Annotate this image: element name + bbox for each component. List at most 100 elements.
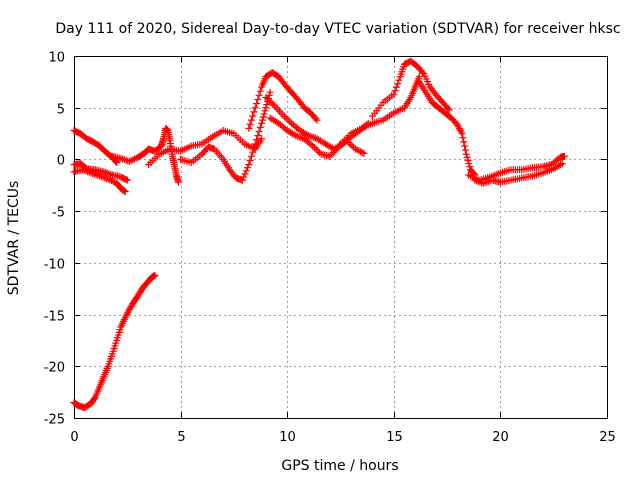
data-point — [286, 118, 294, 126]
data-point — [249, 148, 257, 156]
y-tick-label: 10 — [48, 51, 65, 66]
data-point — [106, 176, 114, 184]
data-point — [174, 178, 182, 186]
data-point — [269, 100, 277, 108]
data-point — [557, 161, 565, 169]
data-point — [258, 119, 266, 127]
data-point — [246, 120, 254, 128]
data-point — [241, 170, 249, 178]
data-point — [245, 124, 253, 132]
data-point — [240, 173, 248, 181]
data-point — [123, 310, 131, 318]
data-point — [245, 161, 253, 169]
data-point — [149, 273, 157, 281]
data-point — [246, 156, 254, 164]
data-point — [254, 95, 262, 103]
data-point — [346, 140, 354, 148]
data-point — [252, 136, 260, 144]
y-tick-label: -15 — [44, 310, 65, 325]
data-point — [392, 83, 400, 91]
chart-title: Day 111 of 2020, Sidereal Day-to-day VTE… — [55, 21, 620, 37]
data-point — [251, 140, 259, 148]
data-point — [262, 93, 270, 101]
data-point — [454, 121, 462, 129]
data-point — [560, 152, 568, 160]
data-point — [249, 112, 257, 120]
data-point — [90, 170, 98, 178]
data-point — [345, 138, 353, 146]
data-point — [418, 68, 426, 76]
data-point — [96, 172, 104, 180]
data-point — [97, 173, 105, 181]
data-point — [107, 170, 115, 178]
data-point — [357, 148, 365, 156]
data-point — [292, 132, 300, 140]
data-point — [479, 179, 487, 187]
data-point — [73, 400, 81, 408]
data-point — [267, 98, 275, 106]
data-point — [394, 80, 402, 88]
data-point — [244, 164, 252, 172]
data-point — [254, 132, 262, 140]
data-point — [355, 147, 363, 155]
y-tick-label: 0 — [57, 154, 65, 169]
ticks-layer: 0 5 10 15 20 25 10 5 0 -5 -10 -15 -20 -25 — [44, 51, 616, 446]
data-point — [458, 130, 466, 138]
x-tick-label: 15 — [386, 430, 403, 445]
data-point — [461, 146, 469, 154]
data-point — [282, 114, 290, 122]
data-point — [131, 155, 139, 163]
data-point — [266, 88, 274, 96]
grid-layer — [74, 56, 607, 418]
data-point — [312, 115, 320, 123]
data-point — [258, 116, 266, 124]
data-point — [260, 110, 268, 118]
data-point — [129, 156, 137, 164]
series-14 — [471, 160, 566, 187]
data-point — [150, 272, 158, 280]
data-point — [92, 171, 100, 179]
data-point — [309, 142, 317, 150]
data-point — [99, 173, 107, 181]
data-point — [132, 154, 140, 162]
data-point — [308, 133, 316, 141]
data-point — [284, 116, 292, 124]
data-point — [255, 128, 263, 136]
data-point — [484, 177, 492, 185]
data-point — [461, 142, 469, 150]
y-tick-label: 5 — [57, 103, 65, 118]
data-point — [102, 168, 110, 176]
data-point — [261, 107, 269, 115]
data-point — [310, 134, 318, 142]
series-2 — [70, 160, 131, 184]
series-4 — [108, 124, 182, 186]
data-point — [120, 187, 128, 195]
data-point — [125, 157, 133, 165]
data-point — [121, 314, 129, 322]
data-point — [390, 90, 398, 98]
data-point — [391, 87, 399, 95]
data-point — [473, 177, 481, 185]
data-point — [125, 307, 133, 315]
data-point — [463, 153, 471, 161]
series-7 — [245, 69, 321, 132]
data-point — [293, 132, 301, 140]
data-point — [558, 160, 566, 168]
data-point — [351, 145, 359, 153]
data-point — [101, 174, 109, 182]
data-point — [445, 106, 453, 114]
data-point — [242, 167, 250, 175]
data-point — [313, 116, 321, 124]
series-12 — [415, 78, 479, 179]
data-point — [119, 155, 127, 163]
data-point — [353, 146, 361, 154]
data-point — [305, 132, 313, 140]
y-tick-label: -5 — [52, 206, 65, 221]
data-point — [250, 144, 258, 152]
data-point — [476, 178, 484, 186]
data-point — [256, 87, 264, 95]
data-point — [360, 149, 368, 157]
data-point — [247, 116, 255, 124]
series-13 — [464, 152, 568, 184]
data-point — [250, 108, 258, 116]
